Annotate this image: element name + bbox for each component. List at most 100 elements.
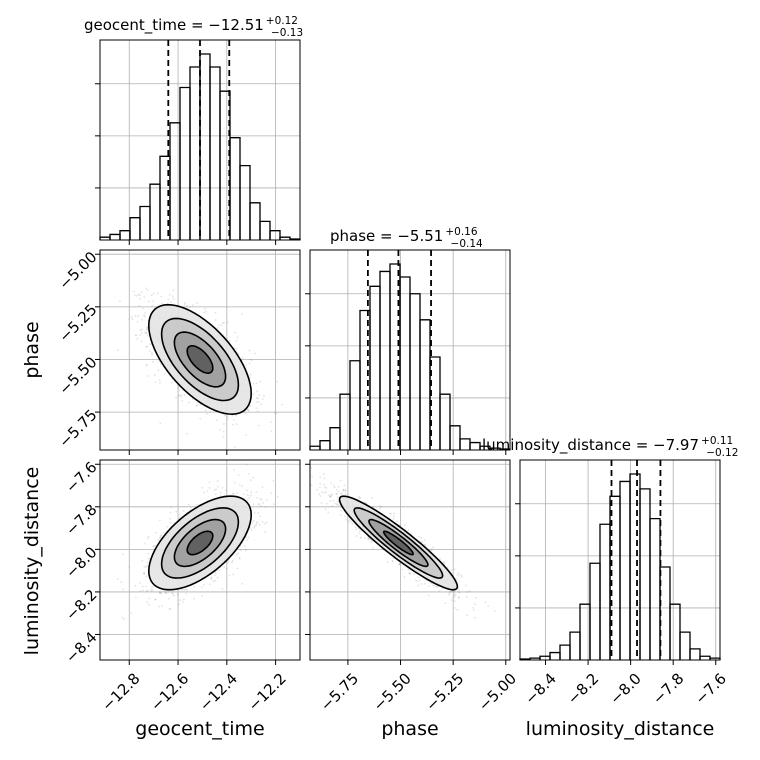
sample-point [188,306,191,309]
axes-frame [519,459,721,661]
sample-point [220,324,223,327]
sample-point [219,429,222,432]
hist-panel-luminosity_distance: −8.4 −8.2 −8.0 −7.8 −7.6 [515,459,730,708]
sample-point [209,411,212,413]
hist-bin-luminosity_distance [669,603,681,660]
sample-point [201,486,204,489]
sample-point [158,590,161,593]
sample-point [146,345,149,348]
sample-point [396,520,399,523]
hist-bin-luminosity_distance [699,655,711,660]
contour-line [173,518,227,568]
sample-point [237,552,239,555]
x-tick-label-geocent_time: −12.2 [245,670,290,715]
sample-point [249,373,252,376]
sample-point [350,521,352,523]
sample-point [145,590,148,592]
sample-point [183,598,185,601]
sample-point [143,572,145,575]
sample-point [322,473,325,475]
sample-point [319,486,321,489]
x-axis-label-geocent-time: geocent_time [135,718,264,740]
sample-point [472,606,474,609]
sample-point [148,350,151,353]
sample-point [272,480,275,482]
sample-point [232,493,235,495]
sample-point [130,316,133,318]
sample-point [311,475,313,478]
sample-point [398,563,400,566]
sample-point [162,532,165,534]
sample-point [219,491,222,494]
sample-point [257,512,260,514]
sample-point [196,404,199,406]
sample-point [327,511,330,514]
sample-point [237,353,240,356]
sample-point [228,339,231,342]
sample-point [226,321,229,324]
sample-point [346,494,349,497]
sample-point [248,496,251,499]
sample-point [216,480,219,482]
sample-point [204,307,206,310]
hist-bin-luminosity_distance [689,648,701,660]
sample-point [145,332,147,335]
sample-point [134,334,137,337]
sample-point [168,294,171,296]
x-tick-label-phase: −5.50 [370,670,415,715]
sample-point [248,349,251,352]
contour-line [186,530,214,556]
sample-point [208,487,211,489]
sample-point [170,301,172,304]
sample-point [245,489,248,492]
sample-point [120,581,122,584]
hist-bin-phase [409,293,421,450]
x-tick-label-luminosity_distance: −8.2 [564,670,602,708]
hist-bin-geocent_time [159,155,171,240]
sample-point [336,503,339,505]
hist-bin-geocent_time [149,183,161,240]
sample-point [231,414,234,417]
sample-point [453,607,456,609]
sample-point [204,409,207,412]
sample-point [133,294,136,297]
sample-point [151,360,154,363]
sample-point [238,483,241,486]
sample-point [450,569,453,572]
sample-point [164,590,166,593]
sample-point [144,312,147,315]
sample-point [189,506,192,508]
sample-point [175,396,177,399]
sample-point [143,572,146,575]
sample-point [244,412,247,415]
sample-point [137,293,140,296]
sample-point [325,508,327,511]
sample-point [344,493,347,496]
sample-point [147,535,150,538]
sample-point [370,541,373,544]
sample-point [253,526,256,529]
sample-point [484,601,487,604]
sample-point [206,490,209,492]
hist-bin-phase [459,438,471,450]
y-axis-label-phase: phase [21,321,43,378]
sample-point [135,294,138,297]
sample-point [158,605,161,608]
sample-point [231,423,234,426]
sample-point [239,545,242,548]
contour-line [382,530,415,556]
sample-point [140,331,143,334]
sample-point [338,504,340,506]
sample-point [247,410,250,412]
sample-point [249,479,252,482]
x-tick-label-geocent_time: −12.8 [98,670,143,715]
sample-point [310,466,313,469]
sample-point [335,488,338,491]
sample-point [403,576,406,578]
hist-bin-geocent_time [239,164,251,240]
hist-bin-luminosity_distance [539,655,551,660]
sample-point [448,594,451,596]
sample-point [143,314,145,317]
sample-point [453,592,456,595]
sample-point [217,485,220,488]
